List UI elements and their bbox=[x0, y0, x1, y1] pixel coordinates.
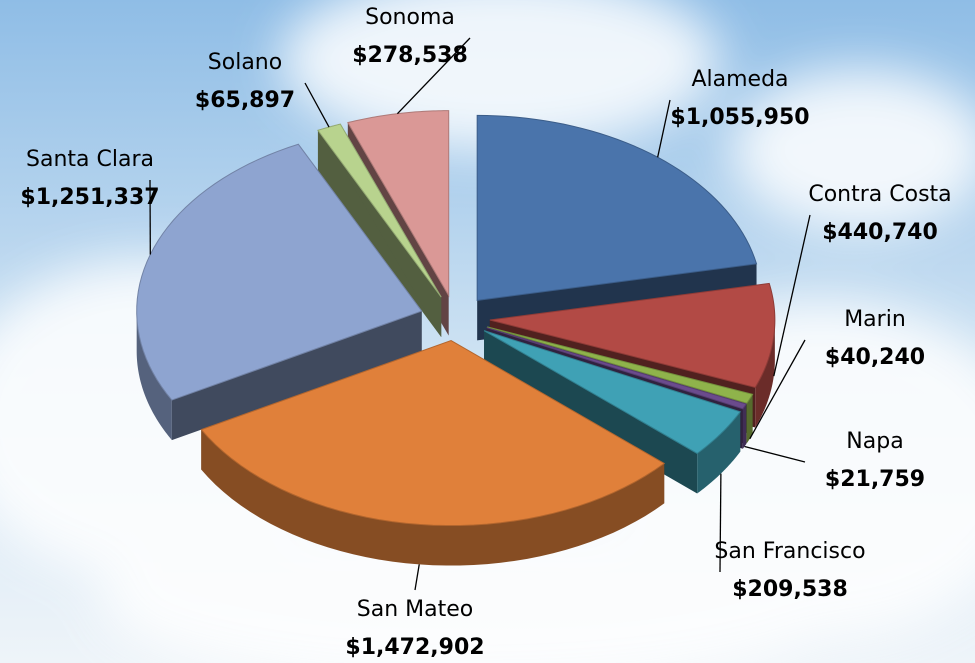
slice-label: Solano bbox=[208, 50, 282, 75]
slice-label: Sonoma bbox=[365, 5, 455, 30]
slice-label: Contra Costa bbox=[808, 182, 951, 207]
slice-value-label: $1,055,950 bbox=[670, 105, 809, 130]
slice-label: Santa Clara bbox=[26, 147, 154, 172]
slice-value-label: $40,240 bbox=[825, 345, 925, 370]
slice-label: San Mateo bbox=[357, 597, 473, 622]
chart: Alameda $1,055,950 Contra Costa $440,740 Mar… bbox=[0, 0, 975, 663]
slice-label: Marin bbox=[844, 307, 906, 332]
slice-label: San Francisco bbox=[714, 539, 865, 564]
slice-value-label: $440,740 bbox=[822, 220, 938, 245]
slice-side bbox=[743, 404, 746, 449]
slice-value-label: $209,538 bbox=[732, 577, 848, 602]
slice-value-label: $1,472,902 bbox=[345, 635, 484, 660]
slice-label: Alameda bbox=[691, 67, 788, 92]
slice-value-label: $278,538 bbox=[352, 43, 468, 68]
slice-value-label: $21,759 bbox=[825, 467, 925, 492]
slice-label: Napa bbox=[846, 429, 903, 454]
slice-value-label: $1,251,337 bbox=[20, 185, 159, 210]
slice-value-label: $65,897 bbox=[195, 88, 295, 113]
